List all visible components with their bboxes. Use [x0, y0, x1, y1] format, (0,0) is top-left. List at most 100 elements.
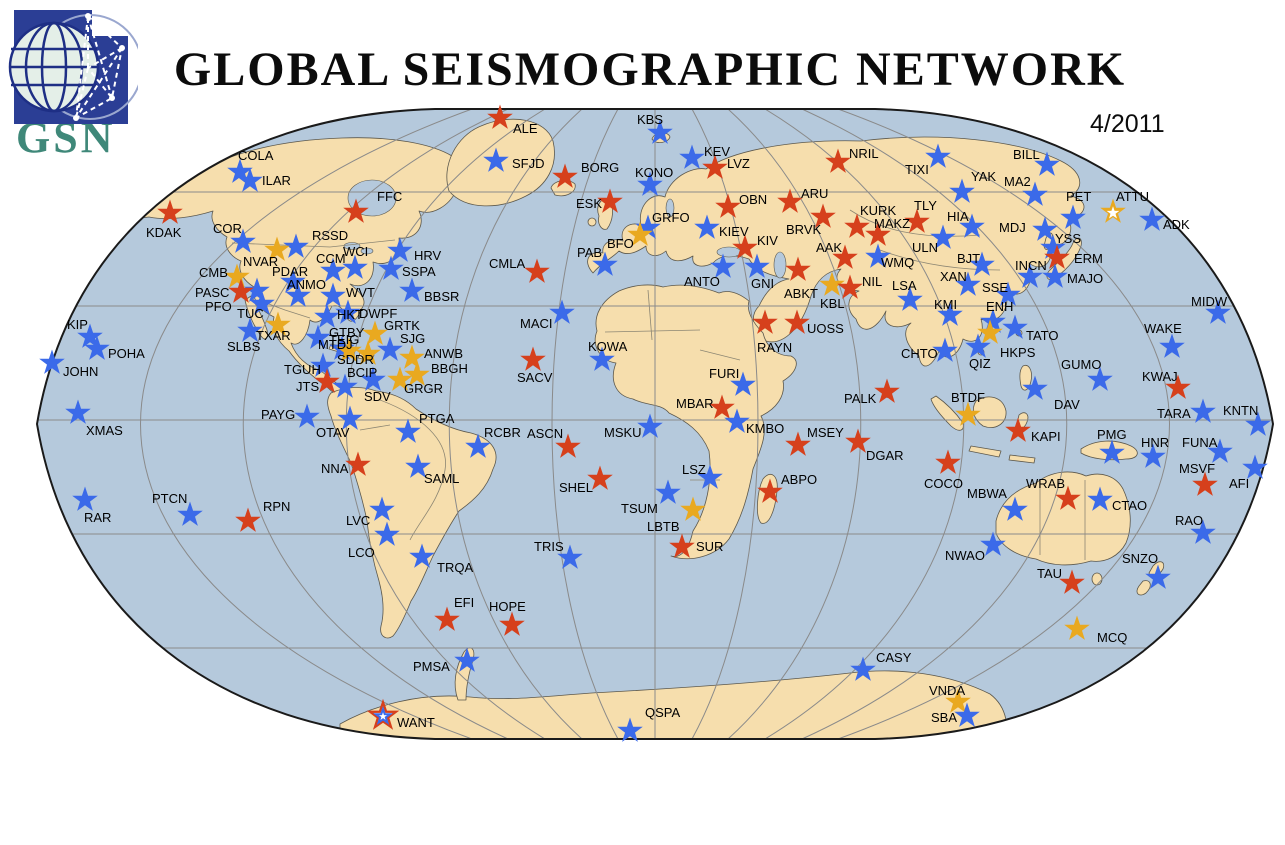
station-label-RAO: RAO: [1175, 513, 1203, 528]
station-star-AFI: [1242, 454, 1268, 479]
station-label-COR: COR: [213, 221, 242, 236]
station-markers: [39, 104, 1271, 742]
station-star-DWPF: [335, 299, 361, 324]
station-star-PFO: [228, 278, 254, 303]
station-star-MBWA: [1002, 496, 1028, 521]
station-star-ANTO: [710, 253, 736, 278]
station-label-AFI: AFI: [1229, 476, 1249, 491]
station-star-KMBO: [724, 408, 750, 433]
station-star-NRIL: [825, 148, 851, 173]
station-label-PMSA: PMSA: [413, 659, 450, 674]
station-label-SHEL: SHEL: [559, 480, 593, 495]
station-star-SNZO: [1145, 564, 1171, 589]
station-star-SSE: [995, 281, 1021, 306]
australia: [995, 471, 1131, 566]
station-label-MA2: MA2: [1004, 174, 1031, 189]
station-star-COLA: [227, 158, 253, 183]
station-star-MSEY: [785, 431, 811, 456]
station-label-PTCN: PTCN: [152, 491, 187, 506]
station-label-RAR: RAR: [84, 510, 111, 525]
station-label-KIEV: KIEV: [719, 224, 749, 239]
station-star-LCO: [374, 521, 400, 546]
station-star-KOWA: [589, 346, 615, 371]
station-star-SLBS: [237, 317, 263, 342]
station-star-ANMO: [285, 282, 311, 307]
station-label-BCIP: BCIP: [347, 365, 377, 380]
station-star-TEIG: [305, 324, 331, 349]
station-star-PTCN: [177, 501, 203, 526]
station-label-WCI: WCI: [343, 244, 368, 259]
station-label-HNR: HNR: [1141, 435, 1169, 450]
station-star-BFO: [627, 221, 653, 246]
station-star-WRAB: [1055, 485, 1081, 510]
station-star-KIV: [732, 234, 758, 259]
station-label-KONO: KONO: [635, 165, 673, 180]
station-label-CCM: CCM: [316, 251, 346, 266]
station-label-COCO: COCO: [924, 476, 963, 491]
station-label-TAU: TAU: [1037, 566, 1062, 581]
station-star-BJT: [969, 251, 995, 276]
station-label-ATTU: ATTU: [1116, 189, 1149, 204]
station-label-TARA: TARA: [1157, 406, 1191, 421]
station-label-ESK: ESK: [576, 196, 602, 211]
station-label-CTAO: CTAO: [1112, 498, 1147, 513]
station-star-KBL: [819, 271, 845, 296]
station-star-MA2: [1022, 181, 1048, 206]
station-star-COR: [230, 228, 256, 253]
station-label-PFO: PFO: [205, 299, 232, 314]
station-label-TEIG: TEIG: [329, 332, 359, 347]
station-star-AAK: [832, 244, 858, 269]
legend: IRIS / IDA Stations IRIS / USGS Stations…: [0, 738, 1285, 845]
station-star-TATO: [1002, 314, 1028, 339]
station-star-GRTK: [362, 320, 388, 345]
station-star-MDJ: [1032, 216, 1058, 241]
station-star-HKPS: [977, 319, 1003, 344]
station-label-OTAV: OTAV: [316, 425, 350, 440]
station-star-SACV: [520, 346, 546, 371]
station-star-SHEL: [587, 465, 613, 490]
station-star-MIDW: [1205, 299, 1231, 324]
station-label-WMQ: WMQ: [881, 255, 914, 270]
station-label-PAB: PAB: [577, 245, 602, 260]
station-star-PAYG: [294, 403, 320, 428]
station-star-TARA: [1190, 398, 1216, 423]
sumatra: [930, 395, 964, 431]
station-star-OBN: [715, 193, 741, 218]
station-label-ANWB: ANWB: [424, 346, 463, 361]
station-star-RAR: [72, 486, 98, 511]
station-star-QSPA: [617, 717, 643, 742]
station-label-TUC: TUC: [237, 306, 264, 321]
station-star-BBGH: [404, 361, 430, 386]
south-america: [327, 387, 497, 639]
station-label-TRQA: TRQA: [437, 560, 473, 575]
station-star-TRQA: [409, 543, 435, 568]
station-label-SDV: SDV: [364, 389, 391, 404]
station-star-ENH: [980, 308, 1006, 333]
station-label-BTDF: BTDF: [951, 390, 985, 405]
station-star-INCN: [1017, 263, 1043, 288]
station-label-LBTB: LBTB: [647, 519, 680, 534]
station-label-ALE: ALE: [513, 121, 538, 136]
station-star-JOHN: [39, 349, 65, 374]
station-label-KMBO: KMBO: [746, 421, 784, 436]
station-star-ABKT: [785, 256, 811, 281]
station-label-YSS: YSS: [1055, 231, 1081, 246]
station-label-TGUH: TGUH: [284, 362, 321, 377]
station-label-SNZO: SNZO: [1122, 551, 1158, 566]
station-label-CHTO: CHTO: [901, 346, 938, 361]
station-label-CMLA: CMLA: [489, 256, 525, 271]
station-star-NWAO: [980, 531, 1006, 556]
station-star-BTDF: [955, 401, 981, 426]
station-labels: ALE KBS SFJD BORG COLA ILAR KDAK FFC COR RSSD NVAR…: [63, 112, 1258, 730]
station-star-ILAR: [237, 167, 263, 192]
station-label-ILAR: ILAR: [262, 173, 291, 188]
station-star-MSKU: [637, 413, 663, 438]
station-label-BILL: BILL: [1013, 147, 1040, 162]
station-label-AAK: AAK: [816, 240, 842, 255]
station-star-XAN: [955, 271, 981, 296]
station-label-QIZ: QIZ: [969, 356, 991, 371]
station-label-NNA: NNA: [321, 461, 349, 476]
station-star-RAO: [1190, 519, 1216, 544]
station-label-EFI: EFI: [454, 595, 474, 610]
new-zealand-south: [1136, 580, 1151, 596]
